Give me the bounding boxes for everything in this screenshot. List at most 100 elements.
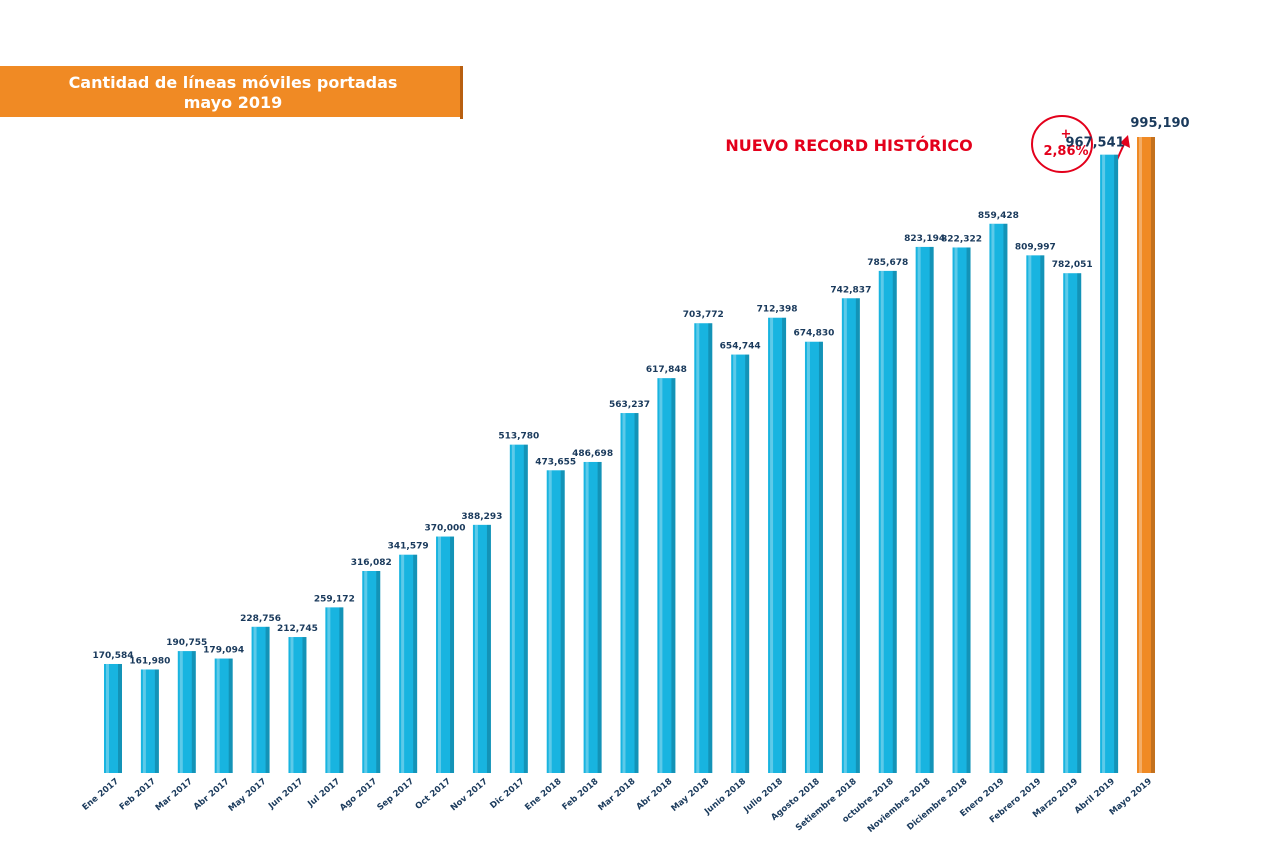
value-label: 259,172 (314, 594, 355, 604)
bar (104, 663, 122, 773)
bar-highlight (474, 524, 478, 773)
bar-shade (486, 524, 491, 773)
bar-highlight (548, 470, 552, 773)
x-tick-label: Ago 2017 (338, 777, 379, 814)
bar (140, 669, 159, 773)
value-label: 654,744 (720, 342, 761, 352)
bar-highlight (880, 270, 884, 773)
bar-shade (671, 378, 676, 773)
bar-shade (560, 470, 565, 773)
x-tick-label: Ene 2017 (81, 777, 121, 813)
x-tick-label: Mar 2018 (597, 777, 638, 814)
bar-highlight (179, 651, 183, 773)
bar-shade (892, 270, 897, 773)
bar-shade (818, 341, 823, 773)
bar-highlight (585, 461, 589, 773)
bar-shade (1040, 255, 1045, 773)
bar (546, 470, 565, 773)
bar (251, 626, 270, 773)
x-tick-label: Jun 2017 (266, 777, 305, 812)
bar (841, 298, 860, 773)
x-tick-label: Sep 2017 (375, 777, 416, 813)
value-label: 161,980 (129, 656, 170, 666)
value-label: 712,398 (757, 305, 798, 315)
value-label: 703,772 (683, 310, 724, 320)
bar-shade (265, 626, 270, 773)
bar-shade (118, 663, 122, 773)
bar (989, 223, 1008, 773)
bar-highlight (770, 317, 774, 773)
x-tick-label: Oct 2017 (414, 777, 453, 812)
title-box-edge (460, 66, 463, 119)
bar-shade (450, 536, 455, 773)
bar (1100, 154, 1119, 774)
bar-highlight (991, 223, 995, 773)
bar (768, 317, 787, 773)
bar-highlight (327, 607, 331, 773)
bar-shade (1003, 223, 1008, 773)
value-label: 822,322 (941, 234, 982, 244)
bar-shade (302, 637, 307, 773)
value-label: 563,237 (609, 400, 650, 410)
value-label: 316,082 (351, 558, 392, 568)
bar-highlight (806, 341, 810, 773)
value-label: 473,655 (535, 457, 576, 467)
chart-subtitle: mayo 2019 (184, 93, 283, 112)
bar-shade (339, 607, 344, 773)
value-label: 486,698 (572, 449, 613, 459)
bar-highlight (1065, 273, 1069, 773)
x-tick-label: Dic 2017 (488, 777, 526, 811)
bar (362, 571, 381, 773)
bar (436, 536, 455, 773)
value-label: 785,678 (867, 258, 908, 268)
bar-shade (966, 247, 971, 773)
x-tick-label: Feb 2017 (118, 777, 158, 813)
bar-highlight (1028, 255, 1032, 773)
value-label: 170,584 (93, 651, 134, 661)
bar (399, 554, 418, 773)
bar-highlight (696, 323, 700, 773)
annotation: NUEVO RECORD HISTÓRICO (725, 136, 972, 155)
value-label: 190,755 (166, 638, 207, 648)
x-tick-label: Abr 2018 (635, 777, 675, 813)
value-label: 388,293 (461, 512, 502, 522)
bar (878, 270, 897, 773)
bar (915, 246, 934, 774)
bar-highlight (954, 247, 958, 773)
bar-highlight (511, 444, 515, 773)
bar-shade (1077, 273, 1082, 773)
bar-shade (782, 317, 787, 773)
bar (952, 247, 971, 773)
bar-shade (708, 323, 713, 773)
bar (177, 651, 196, 773)
bar-highlight (1139, 137, 1142, 773)
bar-shade (376, 571, 381, 773)
value-label: 823,194 (904, 234, 945, 244)
value-label: 179,094 (203, 646, 244, 656)
x-tick-label: Ene 2018 (523, 777, 563, 813)
bar-highlight (659, 378, 663, 773)
x-tick-label: Jul 2017 (305, 777, 342, 810)
value-label: 617,848 (646, 365, 687, 375)
bar-highlight (622, 413, 626, 773)
bar-shade (1114, 154, 1119, 774)
bar-shade (413, 554, 418, 773)
x-tick-label: Mar 2017 (154, 777, 195, 814)
bar (583, 461, 602, 773)
bar (1063, 273, 1082, 773)
value-label: 212,745 (277, 624, 318, 634)
bar-highlight (216, 658, 220, 773)
value-label: 995,190 (1130, 116, 1189, 131)
bar (472, 524, 491, 773)
value-label: 513,780 (498, 432, 539, 442)
bar-highlight (438, 536, 442, 773)
value-label: 742,837 (830, 285, 871, 295)
bar-shade (154, 669, 159, 773)
x-tick-label: Setiembre 2018 (794, 777, 859, 834)
annotation: 2,86% (1043, 144, 1088, 159)
x-tick-label: Feb 2018 (560, 777, 600, 813)
bar (1137, 137, 1155, 773)
bar (288, 637, 307, 773)
bar-highlight (142, 669, 146, 773)
